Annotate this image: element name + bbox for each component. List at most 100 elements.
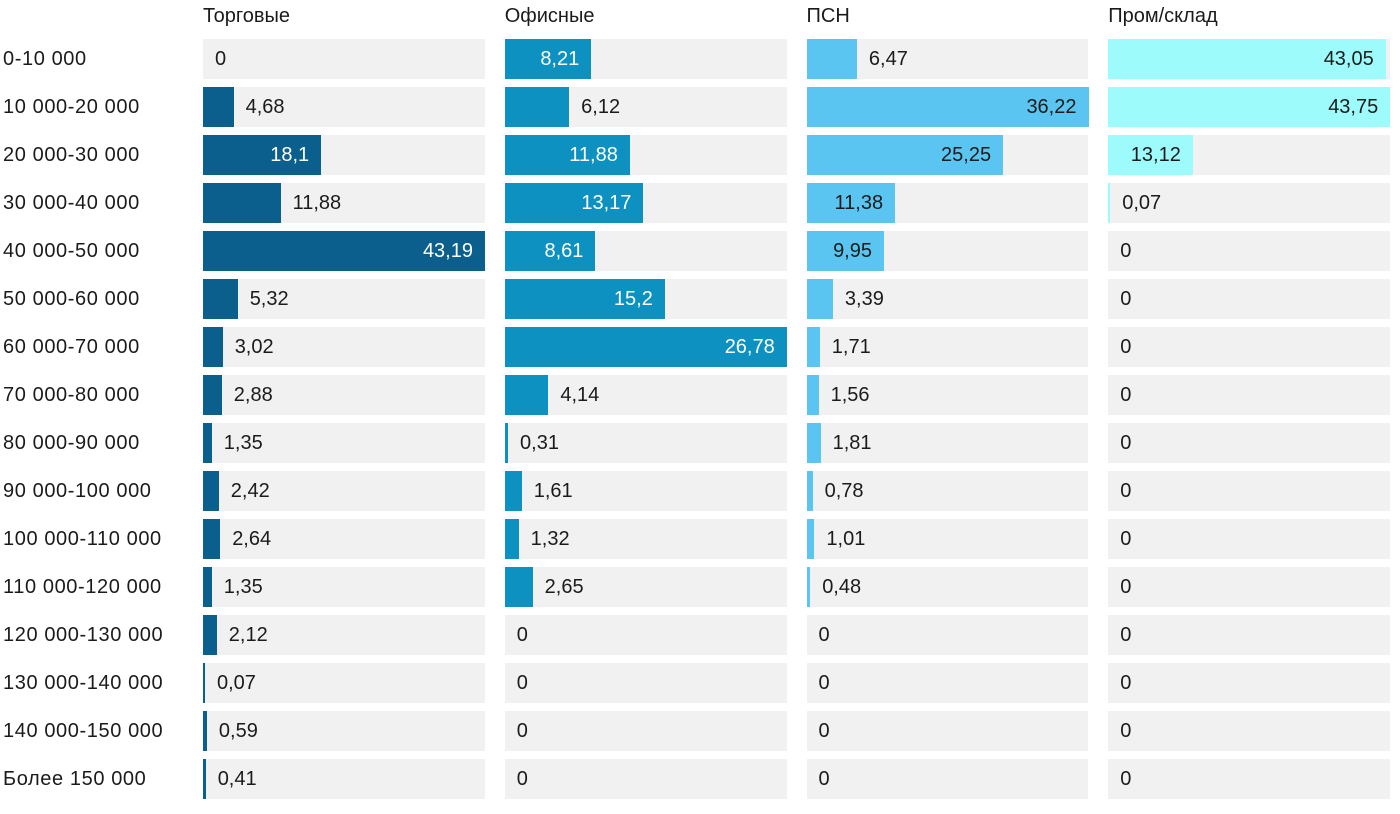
- value-label: 1,81: [832, 432, 872, 454]
- bar-track: 2,88: [203, 375, 485, 415]
- bar: [504, 519, 519, 559]
- bar-track: 0: [504, 663, 787, 703]
- value-label: 0,31: [520, 432, 559, 454]
- bar-track: 15,2: [504, 279, 787, 319]
- value-label: 0: [1120, 288, 1132, 310]
- bar: [806, 135, 1004, 175]
- bar-track: 2,65: [504, 567, 787, 607]
- category-label: 50 000-60 000: [3, 287, 140, 310]
- value-label: 0: [1120, 480, 1132, 502]
- bar-track: 11,88: [203, 183, 485, 223]
- value-label: 43,05: [1323, 48, 1374, 70]
- bar: [806, 327, 820, 367]
- bar-track: 8,21: [504, 39, 787, 79]
- category-label: 90 000-100 000: [3, 479, 152, 502]
- bar: [203, 231, 485, 271]
- bar: [504, 87, 570, 127]
- value-label: 0: [516, 624, 528, 646]
- category-label: 70 000-80 000: [3, 383, 140, 406]
- bar-track: 2,42: [203, 471, 485, 511]
- value-label: 3,02: [234, 336, 274, 358]
- bar: [203, 471, 219, 511]
- bar: [806, 375, 819, 415]
- bar-track: 0: [1108, 519, 1390, 559]
- value-label: 36,22: [1026, 96, 1077, 118]
- bar-track: 0: [203, 39, 485, 79]
- bar-track: 0: [806, 711, 1089, 751]
- series-title: Торговые: [203, 5, 291, 27]
- category-label: Более 150 000: [3, 767, 147, 790]
- value-label: 11,88: [569, 144, 618, 166]
- bar-track: 11,88: [504, 135, 787, 175]
- value-label: 4,68: [245, 96, 285, 118]
- bar-track: 0: [1108, 759, 1390, 799]
- bar: [203, 87, 234, 127]
- value-label: 0,48: [822, 576, 862, 598]
- value-label: 13,17: [581, 192, 632, 214]
- series-title: Офисные: [504, 5, 595, 27]
- value-label: 0: [1120, 672, 1132, 694]
- value-label: 0: [818, 624, 830, 646]
- bar-track: 5,32: [203, 279, 485, 319]
- value-label: 1,35: [223, 432, 263, 454]
- bar-track: 0: [806, 663, 1089, 703]
- bar-track: 36,22: [806, 87, 1089, 127]
- category-label: 10 000-20 000: [3, 95, 140, 118]
- value-label: 2,88: [233, 384, 273, 406]
- category-label: 0-10 000: [3, 47, 87, 70]
- bar-track: 1,32: [504, 519, 787, 559]
- bar-track: 0: [1108, 279, 1390, 319]
- bar-track: 3,02: [203, 327, 485, 367]
- bar-track: 2,12: [203, 615, 485, 655]
- value-label: 0: [1120, 624, 1132, 646]
- bar: [806, 39, 857, 79]
- value-label: 0: [1120, 240, 1132, 262]
- value-label: 8,61: [544, 240, 584, 262]
- bar-track: 1,71: [806, 327, 1089, 367]
- value-label: 43,75: [1328, 96, 1379, 118]
- value-label: 5,32: [249, 288, 289, 310]
- value-label: 2,42: [230, 480, 270, 502]
- category-label: 20 000-30 000: [3, 143, 140, 166]
- bar: [806, 87, 1089, 127]
- value-label: 1,61: [533, 480, 573, 502]
- value-label: 1,35: [223, 576, 263, 598]
- bar-track: 43,75: [1108, 87, 1391, 127]
- bar: [203, 711, 207, 751]
- bar-track: 0: [1108, 711, 1390, 751]
- bar: [1108, 135, 1193, 175]
- value-label: 6,47: [868, 48, 908, 70]
- bar: [1108, 39, 1386, 79]
- value-label: 0: [818, 720, 830, 742]
- bar-track: 0,31: [504, 423, 787, 463]
- value-label: 0: [818, 768, 830, 790]
- bar-track: 6,47: [806, 39, 1089, 79]
- bar: [203, 135, 322, 175]
- bar-track: 1,56: [806, 375, 1089, 415]
- value-label: 0: [1120, 432, 1132, 454]
- bar-track: 0: [504, 759, 787, 799]
- bar: [203, 567, 212, 607]
- value-label: 13,12: [1130, 144, 1181, 166]
- category-label: 60 000-70 000: [3, 335, 140, 358]
- value-label: 0,07: [1122, 192, 1162, 214]
- bar-track: 3,39: [806, 279, 1089, 319]
- bar-track: 11,38: [806, 183, 1089, 223]
- bar-track: 0: [1108, 471, 1390, 511]
- value-label: 0: [818, 672, 830, 694]
- bar-track: 0: [1108, 567, 1390, 607]
- bar: [504, 279, 665, 319]
- value-label: 3,39: [844, 288, 884, 310]
- bar-track: 25,25: [806, 135, 1089, 175]
- value-label: 0,07: [217, 672, 256, 694]
- bar: [1108, 87, 1391, 127]
- value-label: 0: [215, 48, 227, 70]
- value-label: 25,25: [941, 144, 992, 166]
- value-label: 0: [1120, 576, 1132, 598]
- category-label: 80 000-90 000: [3, 431, 140, 454]
- value-label: 9,95: [833, 240, 872, 262]
- bar-track: 9,95: [806, 231, 1089, 271]
- bar-track: 0: [1108, 231, 1390, 271]
- bar-track: 1,01: [806, 519, 1089, 559]
- bar: [806, 471, 813, 511]
